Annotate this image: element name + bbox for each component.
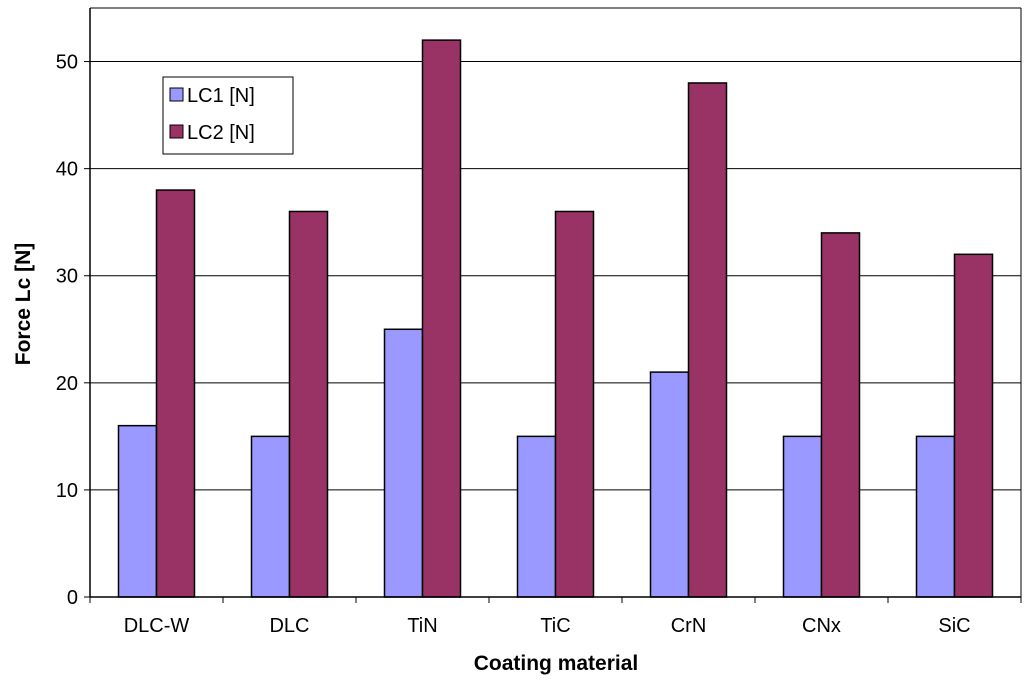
y-tick-label: 30: [56, 266, 78, 288]
legend-box: [162, 76, 294, 155]
bar-lc2-sic: [953, 253, 994, 598]
y-tick-label: 50: [56, 52, 78, 74]
x-tick-label: SiC: [938, 615, 970, 637]
legend-swatch-lc2: [169, 124, 184, 139]
bar-lc2-crn: [687, 82, 728, 598]
x-tick-labels: DLC-W DLC TiN TiC CrN CNx SiC: [124, 615, 971, 637]
y-tick-label: 20: [56, 373, 78, 395]
bar-lc2-dlc: [288, 210, 329, 598]
bar-lc1-dlc-w: [117, 424, 158, 598]
x-tick-label: TiN: [407, 615, 437, 637]
bar-lc2-tin: [421, 39, 462, 598]
y-axis-title: Force Lc [N]: [12, 243, 35, 366]
bar-lc1-dlc: [250, 435, 291, 598]
y-tick-label: 40: [56, 159, 78, 181]
bar-lc1-sic: [915, 435, 956, 598]
bar-lc1-cnx: [782, 435, 823, 598]
x-tick-label: DLC: [269, 615, 309, 637]
bar-lc2-tic: [554, 210, 595, 598]
axes: [84, 7, 1022, 603]
x-tick-label: TiC: [540, 615, 570, 637]
bar-lc2-dlc-w: [155, 189, 196, 598]
legend: LC1 [N] LC2 [N]: [162, 76, 294, 155]
bar-lc1-tin: [383, 328, 424, 598]
y-tick-labels: 0 10 20 30 40 50: [56, 52, 78, 609]
y-tick-label: 10: [56, 480, 78, 502]
legend-swatch-lc1: [169, 87, 184, 102]
bar-lc1-crn: [649, 371, 690, 598]
legend-label-lc1: LC1 [N]: [187, 85, 255, 107]
bar-lc2-cnx: [820, 232, 861, 598]
x-tick-label: CNx: [802, 615, 841, 637]
x-axis-title: Coating material: [474, 652, 639, 675]
y-tick-label: 0: [67, 587, 78, 609]
x-tick-label: CrN: [671, 615, 707, 637]
bars: [117, 39, 994, 598]
x-tick-label: DLC-W: [124, 615, 190, 637]
legend-label-lc2: LC2 [N]: [187, 122, 255, 144]
bar-lc1-tic: [516, 435, 557, 598]
